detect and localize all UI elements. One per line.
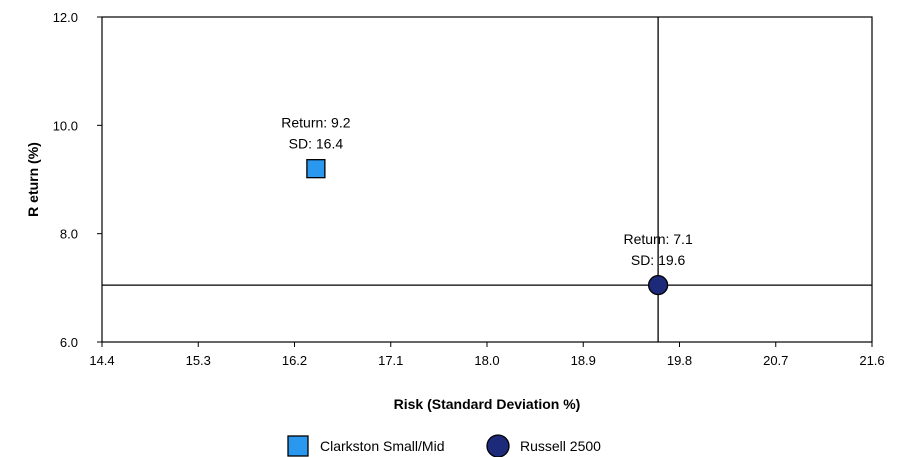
point-label-sd: SD: 16.4 (289, 136, 344, 152)
x-tick-label: 18.9 (571, 353, 596, 368)
point-label-return: Return: 7.1 (623, 231, 692, 247)
y-tick-label: 10.0 (53, 118, 78, 133)
y-tick-label: 6.0 (60, 335, 78, 350)
x-tick-label: 20.7 (763, 353, 788, 368)
x-tick-label: 18.0 (474, 353, 499, 368)
legend-swatch-circle (486, 434, 510, 457)
x-axis-ticks: 14.4 15.3 16.2 17.1 18.0 18.9 19.8 20.7 21.6 (89, 342, 885, 368)
data-points: Return: 9.2 SD: 16.4 Return: 7.1 SD: 19.6 (281, 115, 693, 296)
x-tick-label: 15.3 (186, 353, 211, 368)
y-tick-label: 12.0 (53, 10, 78, 25)
legend-label: Clarkston Small/Mid (320, 438, 444, 454)
y-axis-ticks: 6.0 8.0 10.0 12.0 (53, 10, 102, 350)
data-point-square (306, 159, 326, 179)
y-axis-title: R eturn (%) (25, 142, 41, 217)
x-axis-title: Risk (Standard Deviation %) (394, 396, 581, 412)
plot-area (101, 16, 873, 343)
point-label-return: Return: 9.2 (281, 115, 350, 131)
x-tick-label: 17.1 (378, 353, 403, 368)
legend-swatch-square (287, 435, 309, 457)
point-label-sd: SD: 19.6 (631, 252, 686, 268)
x-tick-label: 21.6 (859, 353, 884, 368)
legend-label: Russell 2500 (520, 438, 601, 454)
x-tick-label: 14.4 (89, 353, 114, 368)
data-point-circle (647, 274, 669, 296)
reference-lines (102, 17, 872, 342)
legend: Clarkston Small/Mid Russell 2500 (287, 434, 601, 457)
x-tick-label: 19.8 (667, 353, 692, 368)
x-tick-label: 16.2 (282, 353, 307, 368)
y-tick-label: 8.0 (60, 227, 78, 242)
